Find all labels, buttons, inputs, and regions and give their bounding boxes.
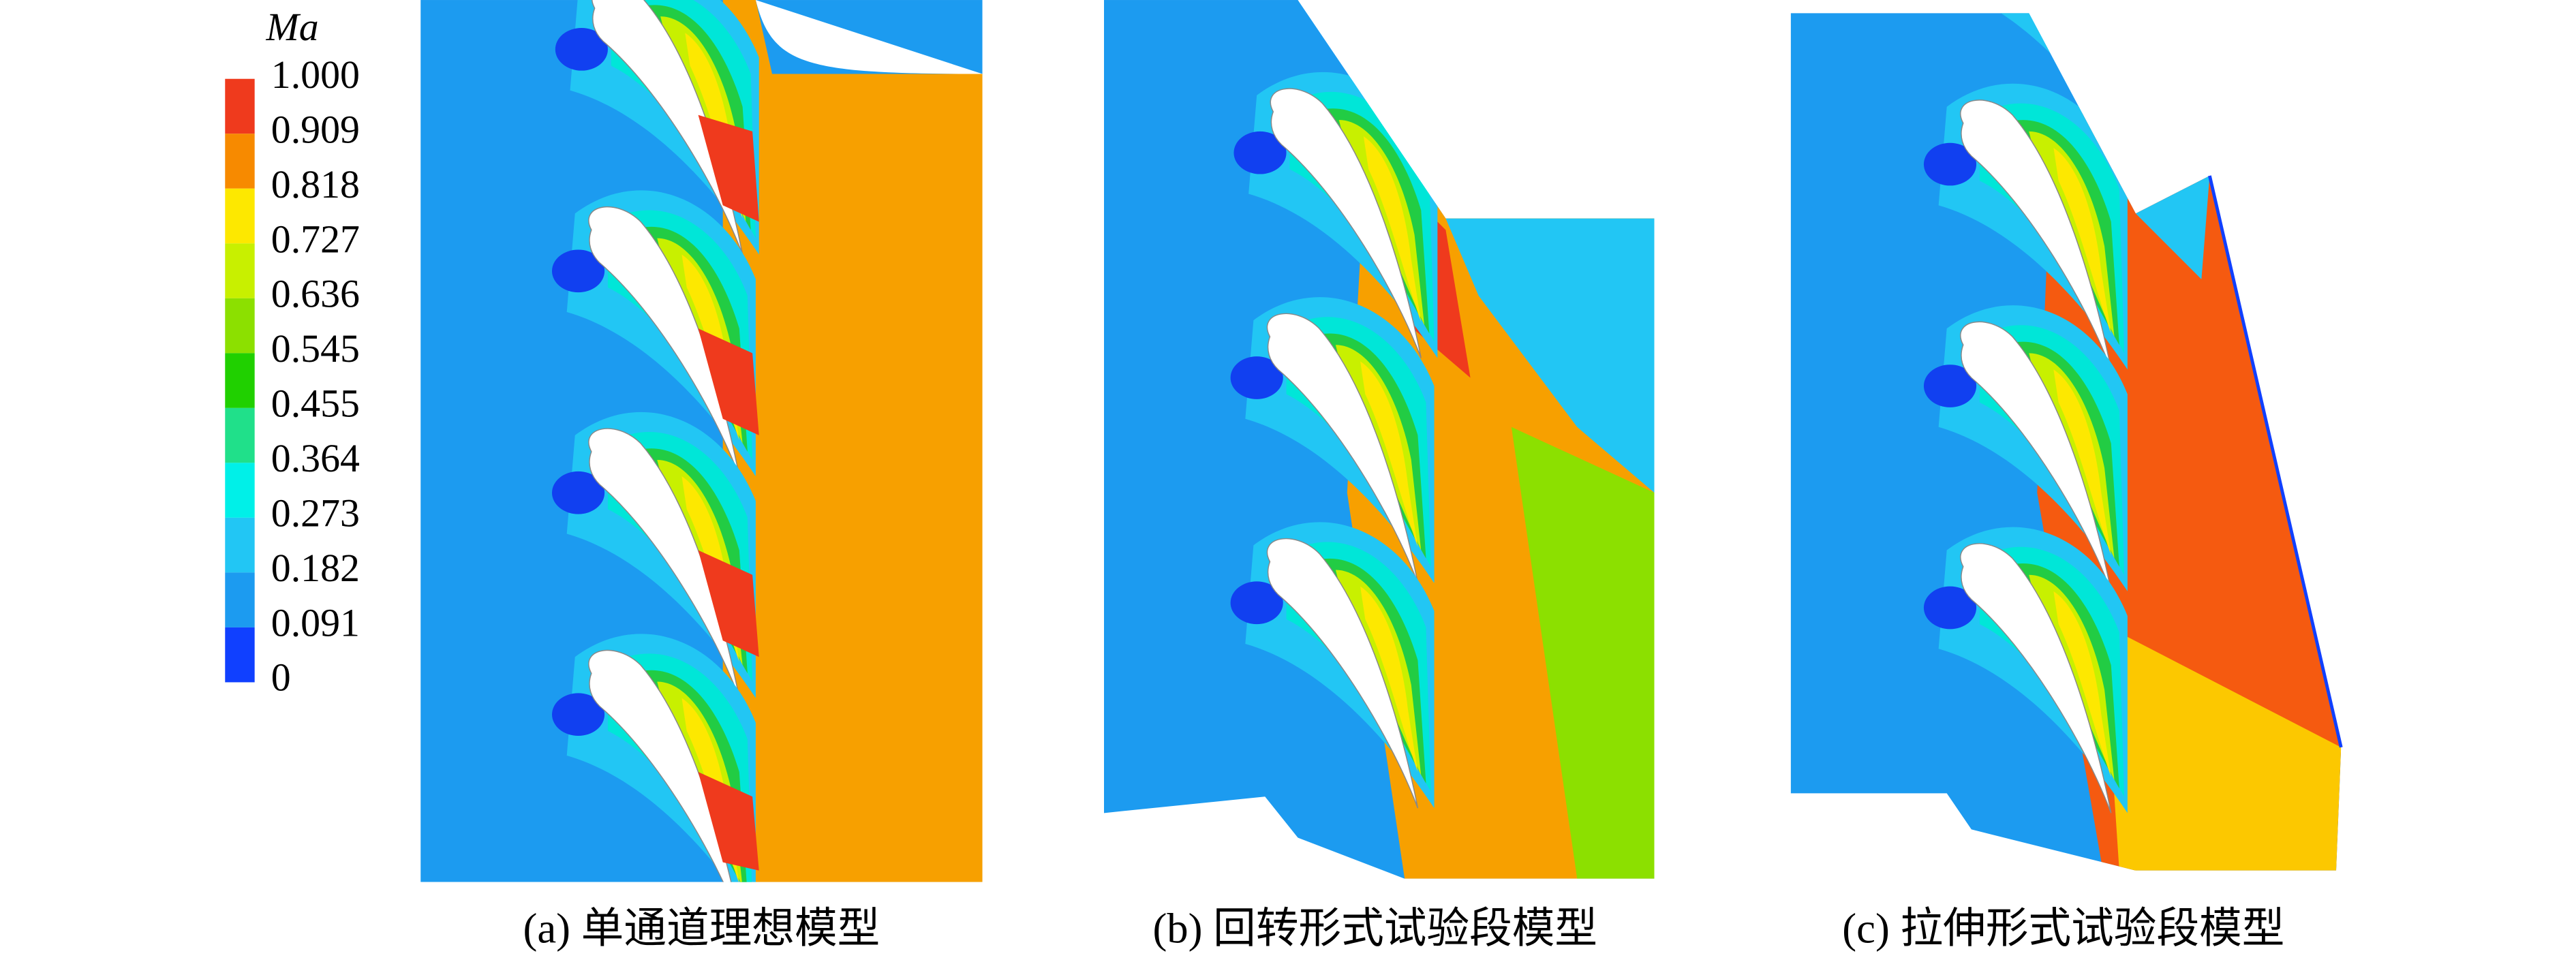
colorbar-tick-label: 0 <box>271 655 291 700</box>
panel-b-plot <box>1104 0 1655 879</box>
color-band <box>225 298 255 354</box>
color-band <box>225 572 255 627</box>
panel-a-plot <box>420 0 983 882</box>
field <box>722 0 983 882</box>
colorbar-title: Ma <box>266 5 319 49</box>
contour <box>2102 624 2342 871</box>
colorbar-tick-label: 0.364 <box>271 436 360 480</box>
colorbar-tick-label: 0.727 <box>271 217 360 261</box>
contour <box>698 114 759 222</box>
colorbar-tick-label: 0.636 <box>271 272 360 316</box>
colorbar-tick-label: 0.273 <box>271 491 360 535</box>
color-band <box>225 78 255 134</box>
color-band <box>225 407 255 463</box>
caption: (a) 单通道理想模型 <box>523 905 880 952</box>
wall <box>2208 175 2343 748</box>
colorbar-tick-label: 0.455 <box>271 382 360 426</box>
colorbar-tick-label: 0.818 <box>271 162 360 206</box>
contour <box>1445 218 1655 493</box>
contour <box>698 772 759 871</box>
caption: (c) 拉伸形式试验段模型 <box>1842 905 2284 952</box>
color-band <box>225 517 255 573</box>
color-band <box>225 243 255 298</box>
contour <box>698 550 759 657</box>
color-band <box>225 134 255 189</box>
contour <box>698 328 759 435</box>
colorbar-tick-label: 0.182 <box>271 546 360 590</box>
colorbar-ticks: 1.000 0.909 0.818 0.727 0.636 0.545 0.455 0.364… <box>271 52 360 700</box>
colorbar-tick-label: 0.909 <box>271 107 360 151</box>
contour <box>1511 426 1655 879</box>
colorbar-tick-label: 0.545 <box>271 326 360 371</box>
color-band <box>225 627 255 683</box>
caption: (b) 回转形式试验段模型 <box>1152 905 1597 952</box>
color-band <box>225 463 255 518</box>
panel-c-plot <box>1790 13 2342 871</box>
colorbar-tick-label: 1.000 <box>271 52 360 97</box>
contour <box>2135 175 2210 279</box>
colorbar-tick-label: 0.091 <box>271 600 360 645</box>
color-band <box>225 188 255 244</box>
color-band <box>225 353 255 408</box>
colorbar: Ma 1.000 0.909 0.818 0.727 0.636 0.545 0.455 0.… <box>225 5 360 700</box>
